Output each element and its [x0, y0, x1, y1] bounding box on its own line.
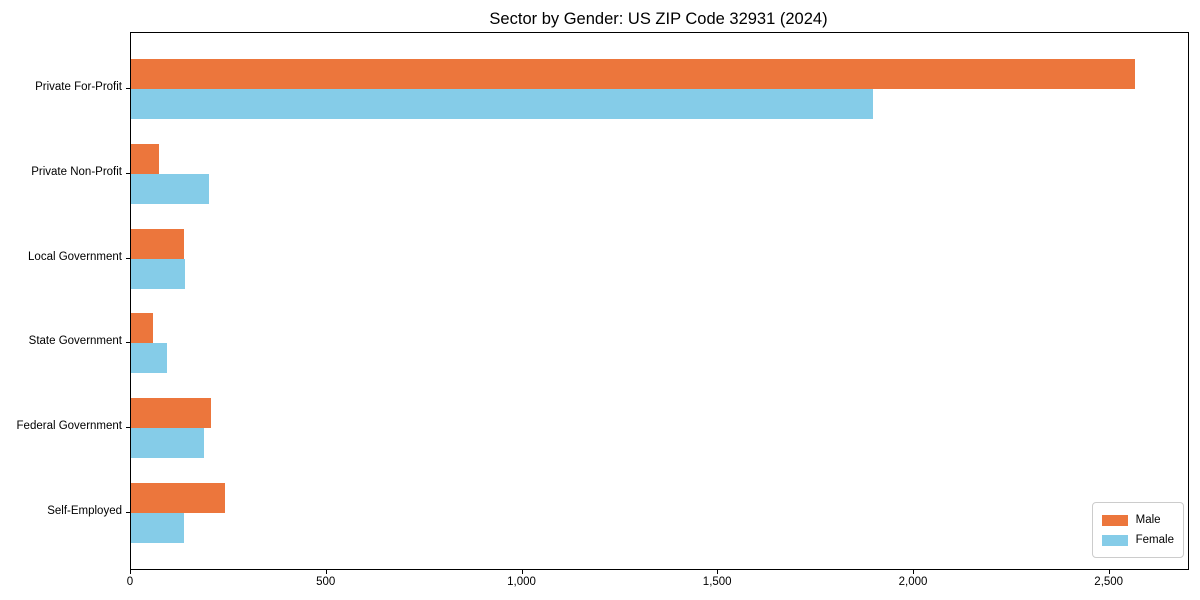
bar-male-local-government: [131, 228, 184, 259]
bar-male-federal-government: [131, 398, 212, 429]
bar-female-federal-government: [131, 428, 205, 459]
legend-entry-female: Female: [1101, 530, 1174, 550]
plot-area: Male Female: [130, 32, 1189, 570]
bar-male-state-government: [131, 313, 153, 344]
y-axis-label-private-for-profit: Private For-Profit: [35, 81, 122, 93]
y-axis-label-local-government: Local Government: [28, 250, 122, 263]
x-tick-mark: [325, 570, 327, 574]
y-axis-label-private-non-profit: Private Non-Profit: [31, 165, 122, 178]
y-axis-label-self-employed: Self-Employed: [47, 505, 122, 517]
y-tick-mark: [126, 512, 130, 513]
bar-female-private-non-profit: [131, 173, 210, 204]
x-tick-mark: [717, 570, 719, 574]
y-tick-mark: [126, 172, 130, 174]
chart-title: Sector by Gender: US ZIP Code 32931 (202…: [489, 10, 828, 28]
x-tick-label-1-000: 1,000: [507, 576, 536, 588]
bar-female-private-for-profit: [131, 89, 873, 119]
bar-male-self-employed: [131, 483, 225, 513]
y-tick-mark: [126, 88, 130, 89]
bar-female-local-government: [131, 258, 185, 289]
bar-female-state-government: [131, 343, 167, 374]
legend-label-male: Male: [1135, 514, 1161, 526]
x-tick-mark: [130, 570, 131, 574]
y-axis-label-federal-government: Federal Government: [16, 420, 122, 433]
y-tick-mark: [126, 342, 130, 344]
bar-male-private-non-profit: [131, 143, 160, 174]
x-tick-mark: [913, 570, 914, 574]
x-tick-mark: [1108, 570, 1110, 574]
legend-swatch-female: [1101, 534, 1128, 546]
y-tick-mark: [126, 257, 130, 259]
legend-label-female: Female: [1135, 534, 1174, 546]
legend-swatch-male: [1101, 514, 1128, 526]
bar-male-private-for-profit: [131, 59, 1136, 89]
y-axis-label-state-government: State Government: [28, 335, 122, 348]
x-tick-label-2-000: 2,000: [898, 576, 928, 588]
legend-entry-male: Male: [1101, 510, 1174, 530]
bar-female-self-employed: [131, 513, 184, 543]
x-tick-label-2-500: 2,500: [1094, 576, 1124, 588]
x-tick-label-500: 500: [316, 576, 336, 588]
legend: Male Female: [1091, 502, 1184, 558]
x-tick-label-1-500: 1,500: [702, 576, 732, 588]
x-tick-label-0: 0: [126, 576, 134, 588]
x-tick-mark: [521, 570, 523, 574]
y-tick-mark: [126, 427, 130, 429]
